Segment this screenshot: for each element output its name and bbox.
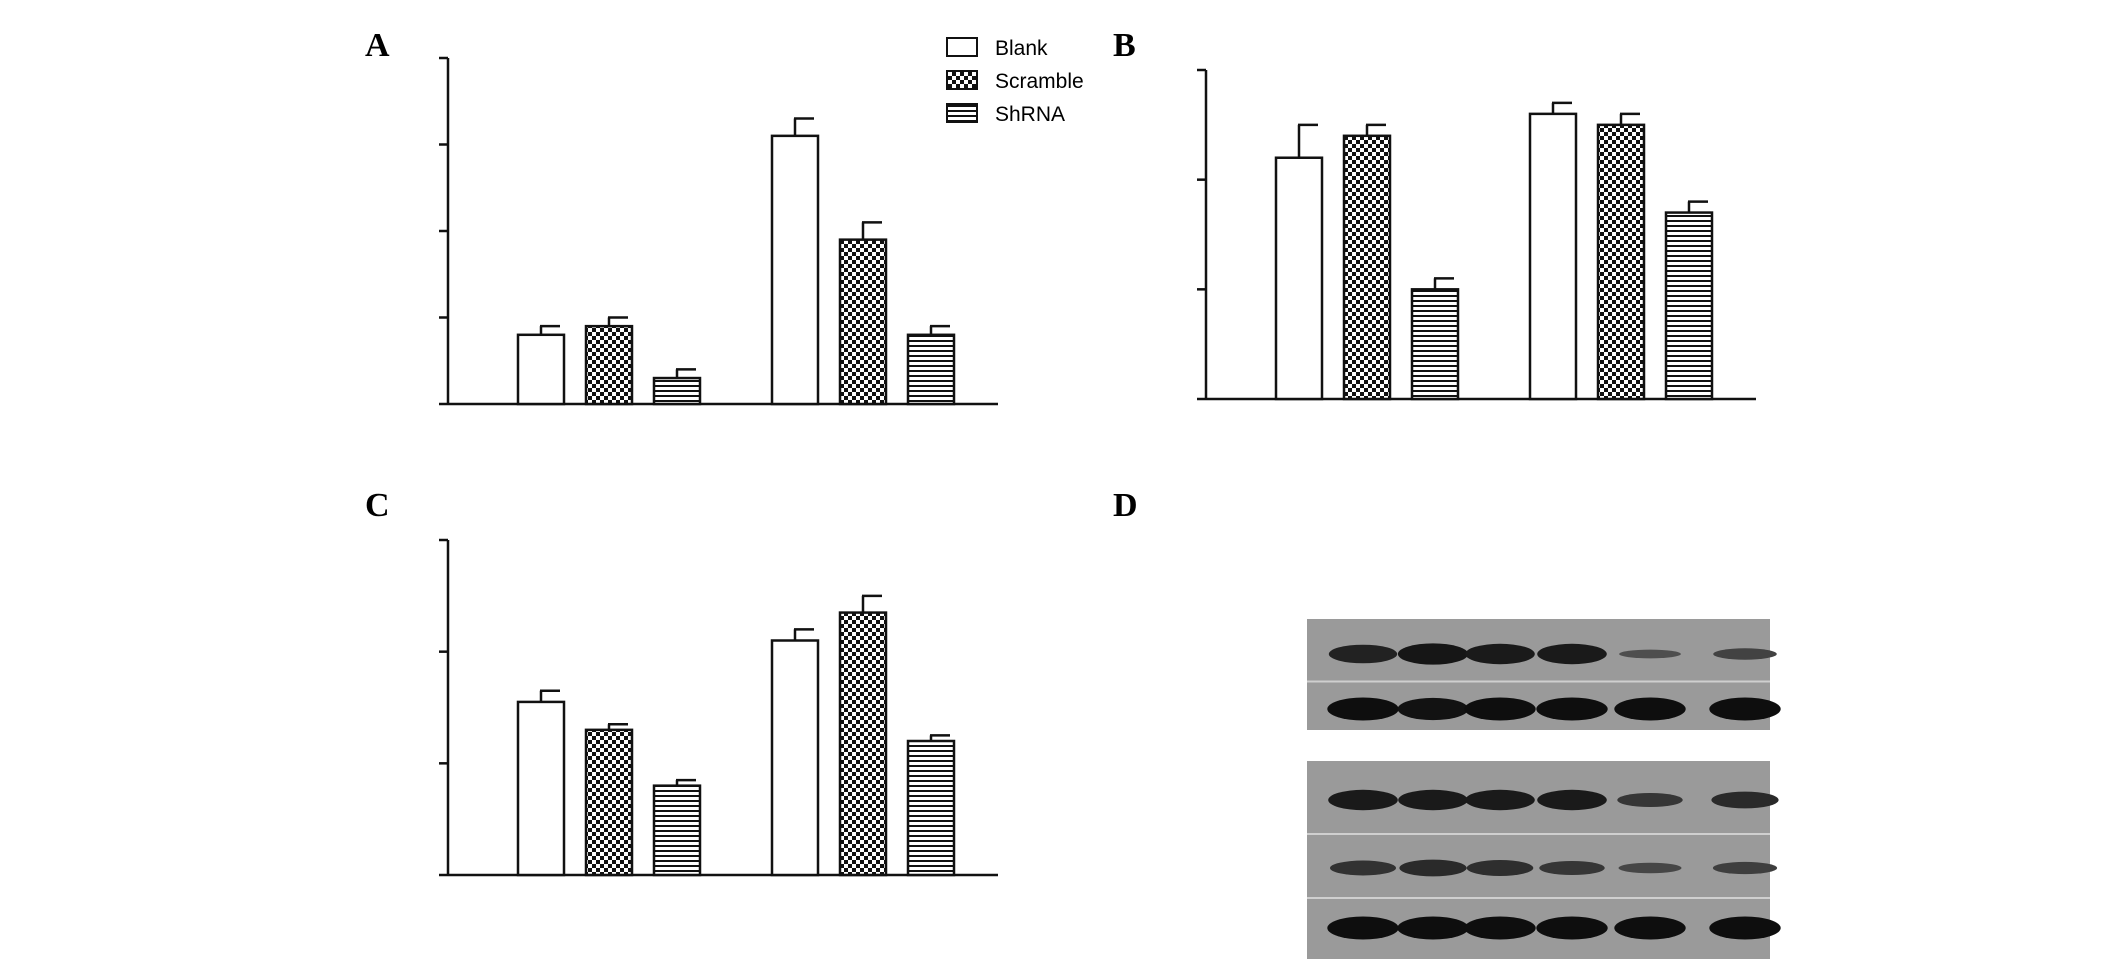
blot-band xyxy=(1399,859,1467,877)
bar-scramble xyxy=(838,611,888,877)
panel-letter-c: C xyxy=(365,487,390,524)
blot-band xyxy=(1327,916,1399,940)
bar-blank xyxy=(770,134,820,406)
bar-blank xyxy=(516,333,566,406)
blot-band xyxy=(1536,697,1608,721)
blot-band xyxy=(1397,916,1469,940)
bar-scramble xyxy=(1342,134,1392,401)
legend: Blank Scramble ShRNA xyxy=(946,37,1084,126)
blot-band xyxy=(1713,648,1777,660)
blot-band xyxy=(1330,860,1396,876)
bar-blank xyxy=(516,700,566,877)
bar-blank xyxy=(1274,156,1324,401)
bar-blank xyxy=(1528,112,1578,401)
blot-band xyxy=(1466,860,1534,876)
panel-letter-d: D xyxy=(1113,487,1138,524)
legend-swatch-shrna xyxy=(946,103,978,123)
chart-c xyxy=(439,538,998,877)
bar-blank xyxy=(770,639,820,877)
blot-band xyxy=(1539,860,1605,876)
blot-band xyxy=(1464,697,1536,721)
blot-band xyxy=(1465,643,1535,665)
blot-band xyxy=(1465,789,1535,811)
blot-band xyxy=(1711,791,1779,809)
blot-band xyxy=(1464,916,1536,940)
blot-band xyxy=(1709,697,1781,721)
bar-scramble xyxy=(1596,123,1646,401)
legend-swatch-blank xyxy=(946,37,978,57)
legend-label-shrna: ShRNA xyxy=(995,103,1065,126)
bar-shrna xyxy=(1410,288,1460,401)
blot-band xyxy=(1537,789,1607,811)
blot-band xyxy=(1327,697,1399,721)
western-blot xyxy=(1307,619,1781,959)
blot-band xyxy=(1614,697,1686,721)
bar-shrna xyxy=(906,739,956,877)
blot-band xyxy=(1537,643,1607,665)
blot-band xyxy=(1617,792,1683,808)
blot-band xyxy=(1398,789,1468,811)
bar-shrna xyxy=(652,376,702,406)
blot-band xyxy=(1712,861,1778,875)
blot-band xyxy=(1328,644,1398,664)
blot-band xyxy=(1618,862,1682,874)
panel-letter-a: A xyxy=(365,27,390,64)
blot-band xyxy=(1397,697,1469,721)
blot-band xyxy=(1536,916,1608,940)
bar-shrna xyxy=(1664,211,1714,401)
legend-swatch-scramble xyxy=(946,70,978,90)
legend-label-scramble: Scramble xyxy=(995,70,1084,93)
bar-scramble xyxy=(838,238,888,406)
panel-letter-b: B xyxy=(1113,27,1136,64)
legend-label-blank: Blank xyxy=(995,37,1048,60)
blot-band xyxy=(1709,916,1781,940)
bar-scramble xyxy=(584,324,634,406)
bar-shrna xyxy=(906,333,956,406)
blot-band xyxy=(1397,643,1469,665)
bar-scramble xyxy=(584,728,634,877)
blot-band xyxy=(1619,649,1681,659)
chart-b xyxy=(1197,68,1756,401)
chart-a xyxy=(439,56,998,406)
blot-band xyxy=(1614,916,1686,940)
bar-shrna xyxy=(652,784,702,877)
blot-band xyxy=(1328,789,1398,811)
